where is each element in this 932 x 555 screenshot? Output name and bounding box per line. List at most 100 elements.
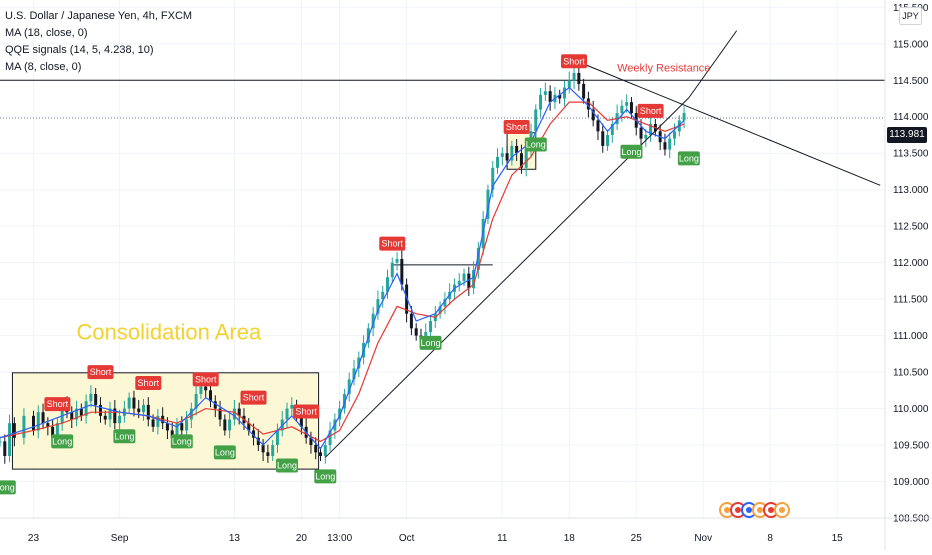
candle-body <box>156 415 160 427</box>
candle-body <box>577 72 581 84</box>
legend-ma-8: MA (8, close, 0) <box>5 61 82 73</box>
candle-body <box>309 437 313 446</box>
short-signal-text: Short <box>563 56 585 66</box>
long-signal-label <box>0 480 16 495</box>
candle-body <box>486 189 490 219</box>
candle-body <box>165 423 169 431</box>
candle-body <box>323 445 327 456</box>
candle-body <box>462 273 466 281</box>
candle-body <box>319 452 323 456</box>
candle-body <box>586 98 590 110</box>
price-tick-label: 114.500 <box>893 76 929 87</box>
candle-body <box>673 131 677 139</box>
candle-body <box>194 393 198 409</box>
time-tick-label: Oct <box>399 533 415 544</box>
short-signal-label <box>561 54 588 69</box>
candle-body <box>649 124 653 135</box>
candle-body <box>299 415 303 427</box>
candle-body <box>582 83 586 99</box>
short-signal-text: Short <box>243 393 265 403</box>
candle-body <box>409 313 413 329</box>
candle-body <box>381 291 385 300</box>
candle-body <box>189 408 193 420</box>
candle-body <box>342 393 346 409</box>
short-signal-text: Short <box>640 106 662 116</box>
long-signal-label <box>677 151 700 166</box>
candle-body <box>591 109 595 121</box>
long-signal-text: Long <box>679 153 699 163</box>
candle-body <box>639 127 643 139</box>
price-tick-label: 112.500 <box>893 222 929 233</box>
candle-body <box>505 153 509 161</box>
candle-body <box>290 404 294 409</box>
economic-event-icon-dot <box>768 507 774 513</box>
price-tick-label: 109.000 <box>893 477 930 488</box>
time-tick-label: 23 <box>28 533 40 544</box>
candle-body <box>491 167 495 190</box>
candle-body <box>151 419 155 427</box>
candle-body <box>472 269 476 289</box>
candle-body <box>266 452 270 456</box>
candle-body <box>247 423 251 431</box>
short-signal-label <box>293 404 320 419</box>
candle-body <box>204 386 208 391</box>
candle-body <box>500 153 504 157</box>
candle-body <box>271 445 275 456</box>
candle-body <box>70 412 74 420</box>
candle-body <box>275 430 279 446</box>
long-signal-text: Long <box>52 436 72 446</box>
candle-body <box>519 153 523 168</box>
candle-body <box>371 313 375 329</box>
long-signal-label <box>213 445 236 460</box>
candle-body <box>429 321 433 332</box>
candle-body <box>376 299 380 314</box>
candle-body <box>524 149 528 168</box>
candle-body <box>142 404 146 413</box>
candle-body <box>338 408 342 420</box>
short-signal-label <box>379 236 406 251</box>
economic-event-icon-dot <box>757 507 763 513</box>
candle-body <box>572 72 576 81</box>
candle-body <box>223 419 227 431</box>
candle-body <box>438 306 442 314</box>
short-signal-label <box>87 365 114 380</box>
short-signal-label <box>637 103 664 118</box>
price-tick-label: 110.500 <box>893 368 929 379</box>
candle-body <box>261 445 265 453</box>
candle-body <box>208 390 212 402</box>
legend-title: U.S. Dollar / Japanese Yen, 4h, FXCM <box>5 10 193 22</box>
candle-body <box>79 408 83 416</box>
candle-body <box>146 404 150 420</box>
price-tick-label: 114.000 <box>893 112 929 123</box>
time-tick-label: 18 <box>564 533 576 544</box>
long-signal-text: Long <box>277 460 297 470</box>
candle-body <box>629 102 633 114</box>
candle-body <box>256 437 260 446</box>
candle-body <box>414 328 418 336</box>
currency-button[interactable]: JPY <box>899 7 922 25</box>
candle-body <box>60 404 64 424</box>
candle-body <box>122 408 126 416</box>
candle-body <box>352 368 356 380</box>
short-signal-label <box>240 390 267 405</box>
candle-body <box>89 393 93 402</box>
candle-body <box>175 423 179 438</box>
long-signal-label <box>170 434 193 449</box>
candle-body <box>118 415 122 424</box>
time-tick-label: Nov <box>694 533 712 544</box>
time-tick-label: 15 <box>832 533 844 544</box>
short-signal-text: Short <box>506 122 528 132</box>
candle-body <box>137 408 141 413</box>
candle-body <box>405 284 409 314</box>
candle-body <box>113 408 117 424</box>
candle-body <box>213 401 217 409</box>
candle-body <box>0 441 2 443</box>
short-signal-text: Short <box>382 239 404 249</box>
candle-body <box>562 87 566 99</box>
price-tick-label: 109.500 <box>893 441 930 452</box>
last-price-label: 113.981 <box>887 127 927 143</box>
candle-body <box>596 120 600 132</box>
price-tick-label: 110.000 <box>893 404 929 415</box>
